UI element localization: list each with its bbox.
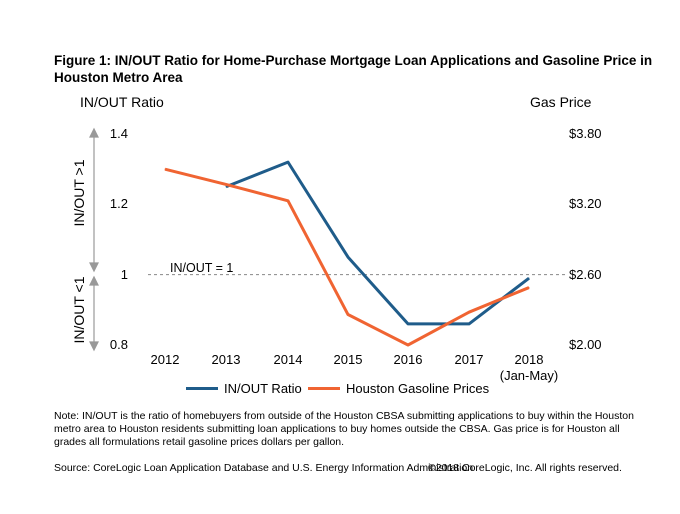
chart-title: Figure 1: IN/OUT Ratio for Home-Purchase… — [54, 53, 653, 85]
data-point-inout-4 — [407, 323, 409, 325]
data-point-gas-1 — [225, 183, 227, 185]
left-axis-label: IN/OUT Ratio — [80, 94, 164, 110]
reference-line-label: IN/OUT = 1 — [170, 261, 234, 275]
data-point-inout-2 — [287, 161, 289, 163]
x-tick-2013: 2013 — [211, 352, 241, 367]
left-tick-1.2: 1.2 — [109, 196, 128, 211]
legend-swatch-gas — [308, 387, 340, 390]
data-point-inout-3 — [347, 256, 349, 258]
copyright: ©2018 CoreLogic, Inc. All rights reserve… — [428, 462, 622, 474]
x-tick-2016: 2016 — [393, 352, 423, 367]
x-tick-2015: 2015 — [333, 352, 363, 367]
source-line: Source: CoreLogic Loan Application Datab… — [54, 462, 474, 474]
data-point-gas-6 — [528, 287, 530, 289]
left-tick-1: 1 — [120, 267, 128, 282]
data-point-inout-1 — [225, 186, 227, 188]
legend-label-inout: IN/OUT Ratio — [224, 381, 302, 396]
footnote: Note: IN/OUT is the ratio of homebuyers … — [54, 410, 634, 448]
data-point-inout-5 — [468, 323, 470, 325]
right-tick-3.80: $3.80 — [569, 126, 602, 141]
x-tick-2017: 2017 — [454, 352, 484, 367]
legend-item-inout: IN/OUT Ratio — [186, 381, 302, 396]
data-point-gas-0 — [164, 168, 166, 170]
left-tick-0.8: 0.8 — [109, 337, 128, 352]
x-tick-2014: 2014 — [273, 352, 303, 367]
data-point-gas-5 — [468, 311, 470, 313]
series-line-inout-ratio — [225, 160, 530, 326]
data-point-gas-2 — [287, 200, 289, 202]
right-tick-2.00: $2.00 — [569, 337, 602, 352]
right-axis-label: Gas Price — [530, 94, 592, 110]
legend-label-gas: Houston Gasoline Prices — [346, 381, 490, 396]
x-tick-2012: 2012 — [150, 352, 180, 367]
legend-item-gas: Houston Gasoline Prices — [308, 381, 489, 396]
data-point-gas-4 — [407, 344, 409, 346]
right-tick-2.60: $2.60 — [569, 267, 602, 282]
side-arrows — [89, 127, 99, 352]
left-tick-1.4: 1.4 — [109, 126, 128, 141]
data-point-inout-6 — [528, 277, 530, 279]
right-tick-3.20: $3.20 — [569, 196, 602, 211]
x-tick-2018: 2018 (Jan-May) — [499, 352, 559, 383]
legend-swatch-inout — [186, 387, 218, 390]
data-point-gas-3 — [347, 314, 349, 316]
